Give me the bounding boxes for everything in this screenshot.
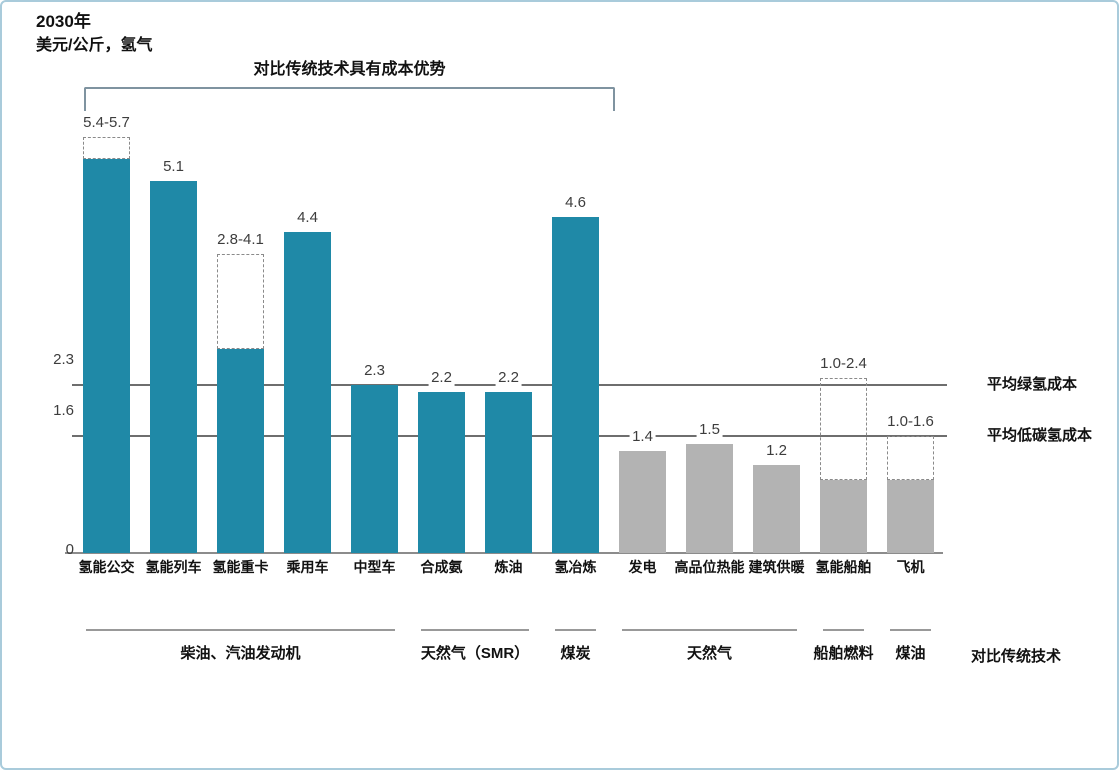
- x-tick-label: 氢能列车: [145, 559, 202, 575]
- bar-value-label: 4.6: [562, 194, 589, 212]
- bar-value-label: 2.8-4.1: [214, 230, 267, 248]
- x-tick-label: 高品位热能: [674, 559, 745, 575]
- group-label: 船舶燃料: [813, 645, 874, 662]
- bar-value-label: 2.2: [495, 369, 522, 387]
- chart-bar: [150, 180, 197, 553]
- bar-value-label: 1.0-2.4: [817, 354, 870, 372]
- bar-value-label: 1.4: [629, 427, 656, 445]
- bar-range-box: [83, 136, 130, 159]
- group-line: [823, 629, 864, 631]
- bar-range-box: [217, 253, 264, 349]
- chart-bar: [418, 392, 465, 553]
- chart-bar: [284, 231, 331, 553]
- cost-advantage-label: 对比传统技术具有成本优势: [253, 61, 446, 78]
- x-tick-label: 氢能公交: [78, 559, 135, 575]
- chart-bar: [820, 480, 867, 553]
- chart-bar: [351, 385, 398, 553]
- chart-year-title: 2030年: [36, 12, 91, 31]
- bar-value-label: 4.4: [294, 208, 321, 226]
- x-tick-label: 飞机: [896, 559, 925, 575]
- chart-bar: [619, 450, 666, 553]
- bar-value-label: 5.4-5.7: [80, 113, 133, 131]
- group-line: [421, 629, 529, 631]
- bar-range-box: [820, 377, 867, 480]
- x-tick-label: 中型车: [353, 559, 396, 575]
- chart-bar: [485, 392, 532, 553]
- group-label: 柴油、汽油发动机: [180, 645, 301, 662]
- chart-bar: [686, 443, 733, 553]
- y-axis-tick-label: 1.6: [53, 402, 74, 420]
- reference-line-label: 平均低碳氢成本: [987, 427, 1093, 445]
- x-tick-label: 发电: [628, 559, 657, 575]
- chart-bar: [217, 348, 264, 553]
- x-tick-label: 氢能船舶: [815, 559, 872, 575]
- reference-line-label: 平均绿氢成本: [987, 376, 1078, 394]
- comparison-tech-label: 对比传统技术: [970, 648, 1062, 665]
- x-tick-label: 炼油: [494, 559, 523, 575]
- chart-bar: [552, 217, 599, 553]
- bar-value-label: 1.2: [763, 442, 790, 460]
- group-label: 煤炭: [560, 645, 591, 662]
- cost-advantage-bracket: [84, 87, 615, 111]
- y-axis-tick-label: 2.3: [53, 351, 74, 369]
- group-line: [890, 629, 931, 631]
- x-tick-label: 乘用车: [286, 559, 329, 575]
- group-line: [622, 629, 797, 631]
- chart-bar: [753, 465, 800, 553]
- x-tick-label: 氢冶炼: [554, 559, 597, 575]
- group-line: [86, 629, 395, 631]
- group-label: 天然气（SMR）: [420, 645, 530, 662]
- x-tick-label: 建筑供暖: [748, 559, 805, 575]
- bar-value-label: 5.1: [160, 157, 187, 175]
- group-line: [555, 629, 596, 631]
- x-axis-line: [65, 552, 943, 554]
- bar-value-label: 1.0-1.6: [884, 413, 937, 431]
- group-label: 天然气: [686, 645, 733, 662]
- chart-bar: [887, 480, 934, 553]
- bar-value-label: 2.3: [361, 362, 388, 380]
- chart-unit-subtitle: 美元/公斤，氢气: [36, 37, 153, 54]
- bar-range-box: [887, 436, 934, 480]
- y-axis-tick-label: 0: [65, 541, 74, 558]
- x-tick-label: 氢能重卡: [212, 559, 269, 575]
- group-label: 煤油: [895, 645, 926, 662]
- x-tick-label: 合成氨: [420, 559, 463, 575]
- chart-bar: [83, 158, 130, 553]
- bar-value-label: 1.5: [696, 420, 723, 438]
- bar-value-label: 2.2: [428, 369, 455, 387]
